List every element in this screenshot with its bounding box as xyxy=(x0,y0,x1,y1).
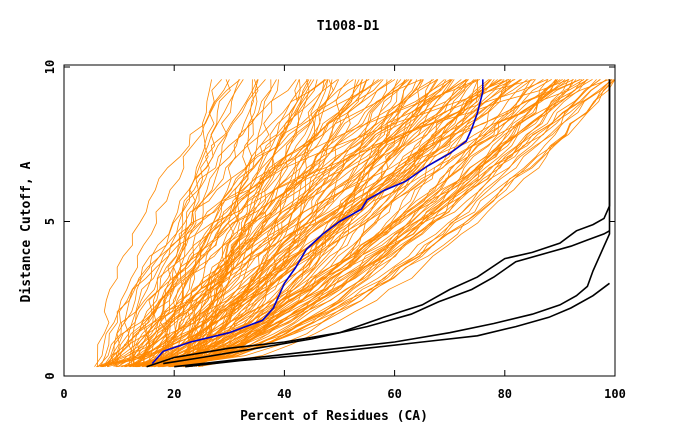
orange-model-line xyxy=(198,79,615,368)
orange-model-line xyxy=(101,79,593,368)
orange-model-line xyxy=(167,79,396,367)
orange-model-line xyxy=(128,79,521,368)
orange-model-line xyxy=(195,79,360,367)
orange-model-line xyxy=(159,79,563,368)
orange-model-line xyxy=(128,79,297,367)
orange-model-line xyxy=(180,79,445,367)
orange-model-line xyxy=(130,79,379,367)
orange-model-line xyxy=(115,79,581,367)
orange-model-line xyxy=(135,79,418,368)
orange-model-line xyxy=(132,79,577,368)
orange-model-line xyxy=(168,79,334,368)
orange-model-line xyxy=(94,79,230,367)
orange-model-line xyxy=(178,79,557,368)
orange-model-line xyxy=(134,79,212,367)
orange-series-group xyxy=(94,79,616,368)
x-axis-label: Percent of Residues (CA) xyxy=(240,409,428,424)
orange-model-line xyxy=(160,79,258,367)
chart-title: T1008-D1 xyxy=(317,19,380,34)
orange-model-line xyxy=(108,79,589,367)
orange-model-line xyxy=(171,79,422,367)
orange-model-line xyxy=(117,79,574,368)
orange-model-line xyxy=(100,79,570,367)
orange-model-line xyxy=(148,79,533,368)
orange-model-line xyxy=(113,79,367,367)
orange-model-line xyxy=(124,79,588,368)
orange-model-line xyxy=(174,79,510,367)
black-series-line-2 xyxy=(163,230,610,365)
y-axis-ticks: 0 5 10 xyxy=(43,60,615,380)
x-tick-label: 100 xyxy=(604,387,626,401)
orange-model-line xyxy=(104,79,382,367)
y-tick-label: 0 xyxy=(43,372,57,379)
orange-model-line xyxy=(148,79,469,368)
orange-model-line xyxy=(141,79,548,367)
x-tick-label: 0 xyxy=(60,387,67,401)
orange-model-line xyxy=(135,79,479,368)
orange-model-line xyxy=(129,79,512,368)
orange-model-line xyxy=(128,79,479,367)
black-series-line-1 xyxy=(146,79,611,368)
orange-model-line xyxy=(102,79,467,367)
y-tick-label: 10 xyxy=(43,60,57,74)
orange-model-line xyxy=(145,79,612,368)
y-tick-label: 5 xyxy=(43,218,57,225)
orange-model-line xyxy=(97,79,241,367)
orange-model-line xyxy=(185,79,349,368)
black-series-line-3 xyxy=(174,79,611,368)
orange-model-line xyxy=(129,79,601,368)
orange-model-line xyxy=(191,79,516,367)
orange-model-line xyxy=(143,79,266,367)
orange-model-line xyxy=(182,79,574,368)
orange-model-line xyxy=(188,79,558,368)
orange-model-line xyxy=(159,79,326,367)
orange-model-line xyxy=(103,79,340,367)
orange-model-line xyxy=(96,79,328,368)
orange-model-line xyxy=(136,79,521,368)
orange-model-line xyxy=(188,79,511,367)
y-axis-label: Distance Cutoff, A xyxy=(19,161,34,302)
orange-model-line xyxy=(125,79,433,368)
orange-model-line xyxy=(168,79,569,368)
orange-model-line xyxy=(192,79,315,367)
x-axis-ticks: 0 20 40 60 80 100 xyxy=(60,65,626,401)
orange-model-line xyxy=(194,79,410,367)
x-tick-label: 40 xyxy=(277,387,291,401)
orange-model-line xyxy=(201,79,455,367)
black-series-line-4 xyxy=(185,282,610,368)
orange-model-line xyxy=(174,79,514,368)
x-tick-label: 60 xyxy=(387,387,401,401)
orange-model-line xyxy=(153,79,613,368)
orange-model-line xyxy=(115,79,535,367)
x-tick-label: 20 xyxy=(167,387,181,401)
orange-model-line xyxy=(171,79,492,368)
orange-model-line xyxy=(104,79,503,367)
orange-model-line xyxy=(194,79,452,367)
plot-frame xyxy=(63,64,616,377)
x-tick-label: 80 xyxy=(498,387,512,401)
orange-model-line xyxy=(157,79,612,368)
highlighted-series-group xyxy=(146,79,611,368)
orange-model-line xyxy=(117,79,402,368)
orange-model-line xyxy=(137,79,480,367)
orange-model-line xyxy=(147,79,408,367)
orange-model-line xyxy=(143,79,569,368)
orange-model-line xyxy=(170,79,557,368)
orange-model-line xyxy=(101,79,492,368)
orange-model-line xyxy=(139,79,501,368)
orange-model-line xyxy=(111,79,451,367)
orange-model-line xyxy=(181,79,475,367)
orange-model-line xyxy=(159,79,601,368)
orange-model-line xyxy=(137,79,467,367)
orange-model-line xyxy=(184,79,544,368)
orange-model-line xyxy=(141,79,528,367)
orange-model-line xyxy=(96,79,375,368)
orange-model-line xyxy=(171,79,561,368)
orange-model-line xyxy=(183,79,438,367)
blue-series-line-0 xyxy=(151,79,484,365)
orange-model-line xyxy=(182,79,597,368)
